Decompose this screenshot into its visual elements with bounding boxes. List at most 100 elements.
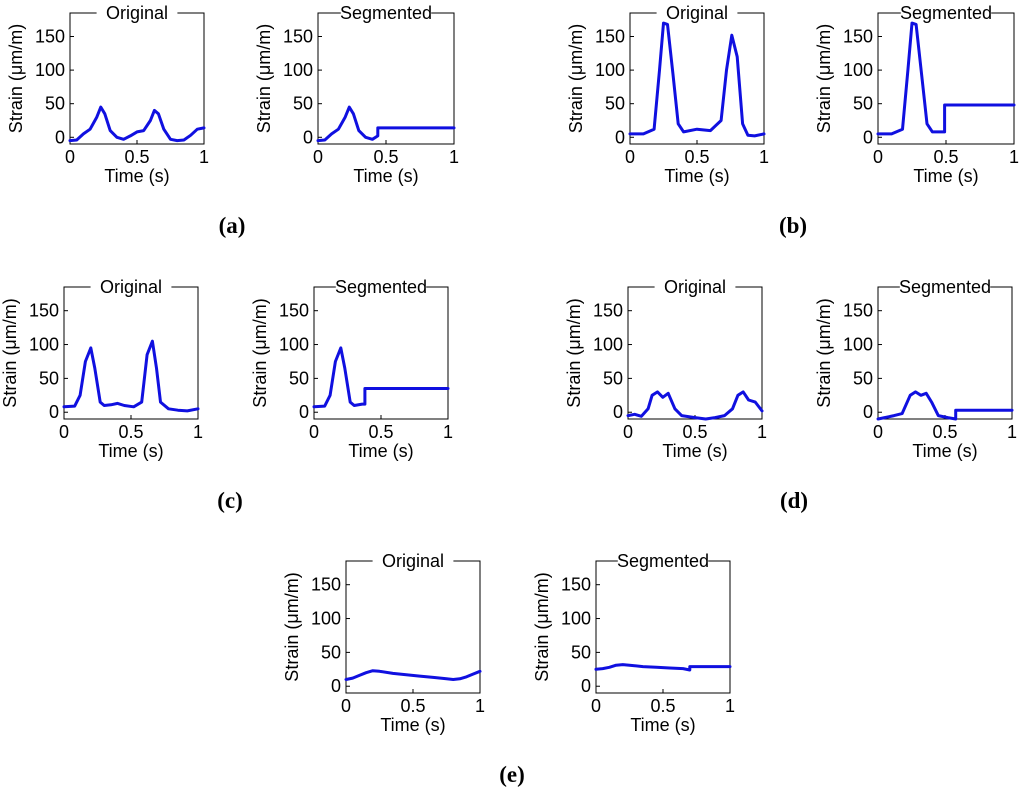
chart-a-segmented: Segmented 0 50 100 150 0 0.5 1 Time (s) Strain (μ… xyxy=(254,3,459,186)
x-tick-label: 0 xyxy=(341,696,351,716)
chart-title-backdrop xyxy=(617,559,709,563)
x-axis-label: Time (s) xyxy=(912,441,977,461)
chart-title-backdrop xyxy=(900,11,992,15)
y-tick-label: 150 xyxy=(35,27,65,47)
y-tick-label: 150 xyxy=(279,301,309,321)
y-axis-label: Strain (μm/m) xyxy=(814,298,834,407)
chart-a-original: Original 0 50 100 150 0 0.5 1 Time (s) Strain (μm… xyxy=(6,3,209,186)
chart-title-backdrop xyxy=(899,285,991,289)
chart-e-original: Original 0 50 100 150 0 0.5 1 Time (s) Strain (μm… xyxy=(282,551,485,735)
x-tick-label: 0.5 xyxy=(933,147,958,167)
y-tick-label: 50 xyxy=(853,368,873,388)
x-tick-label: 0 xyxy=(313,147,323,167)
chart-title: Original xyxy=(100,277,162,297)
chart-c-original: Original 0 50 100 150 0 0.5 1 Time (s) Strain (μm… xyxy=(0,277,203,461)
y-tick-label: 100 xyxy=(843,335,873,355)
series-line xyxy=(594,663,732,672)
x-tick-label: 1 xyxy=(449,147,459,167)
plot-frame xyxy=(63,286,199,420)
x-tick-label: 0.5 xyxy=(650,696,675,716)
panel-label-c: (c) xyxy=(217,488,243,513)
series-line xyxy=(876,21,1016,136)
series-line xyxy=(312,346,450,409)
x-tick-label: 0 xyxy=(625,147,635,167)
series-line xyxy=(628,21,766,138)
chart-title-backdrop xyxy=(656,11,738,15)
y-tick-label: 0 xyxy=(49,402,59,422)
x-tick-label: 1 xyxy=(757,422,767,442)
x-tick-label: 0 xyxy=(873,147,883,167)
chart-b-original: Original 0 50 100 150 0 0.5 1 Time (s) Strain (μm… xyxy=(566,3,769,186)
x-tick-label: 1 xyxy=(475,696,485,716)
chart-d-original: Original 0 50 100 150 0 0.5 1 Time (s) Strain (μm… xyxy=(564,277,767,461)
y-tick-label: 150 xyxy=(283,27,313,47)
series-line xyxy=(876,390,1014,421)
plot-frame xyxy=(313,286,449,420)
chart-b-segmented: Segmented 0 50 100 150 0 0.5 1 Time (s) Strain (μ… xyxy=(814,3,1019,186)
y-tick-label: 100 xyxy=(593,335,623,355)
x-axis-label: Time (s) xyxy=(380,715,445,735)
chart-title-backdrop xyxy=(372,559,454,563)
chart-title-backdrop xyxy=(654,285,736,289)
y-tick-label: 150 xyxy=(29,301,59,321)
y-tick-label: 150 xyxy=(561,575,591,595)
y-tick-label: 50 xyxy=(853,94,873,114)
chart-c-segmented: Segmented 0 50 100 150 0 0.5 1 Time (s) Strain (μ… xyxy=(250,277,453,461)
y-tick-label: 50 xyxy=(293,94,313,114)
y-tick-label: 50 xyxy=(321,642,341,662)
x-tick-label: 0.5 xyxy=(118,422,143,442)
chart-title-backdrop xyxy=(340,11,432,15)
x-axis-label: Time (s) xyxy=(353,166,418,186)
y-tick-label: 0 xyxy=(331,676,341,696)
x-tick-label: 1 xyxy=(725,696,735,716)
y-tick-label: 50 xyxy=(605,94,625,114)
x-axis-label: Time (s) xyxy=(664,166,729,186)
x-tick-label: 0 xyxy=(59,422,69,442)
y-tick-label: 0 xyxy=(863,402,873,422)
x-tick-label: 0.5 xyxy=(124,147,149,167)
x-tick-label: 0.5 xyxy=(682,422,707,442)
x-tick-label: 0.5 xyxy=(368,422,393,442)
y-tick-label: 0 xyxy=(863,127,873,147)
x-tick-label: 0.5 xyxy=(373,147,398,167)
chart-title: Segmented xyxy=(335,277,427,297)
y-tick-label: 0 xyxy=(615,127,625,147)
y-axis-label: Strain (μm/m) xyxy=(814,24,834,133)
plot-frame xyxy=(627,286,763,420)
chart-d-segmented: Segmented 0 50 100 150 0 0.5 1 Time (s) Strain (μ… xyxy=(814,277,1017,461)
x-tick-label: 1 xyxy=(759,147,769,167)
panel-label-e: (e) xyxy=(499,762,525,787)
y-tick-label: 50 xyxy=(289,368,309,388)
chart-title: Segmented xyxy=(617,551,709,571)
chart-title: Segmented xyxy=(899,277,991,297)
y-tick-label: 50 xyxy=(571,642,591,662)
series-line xyxy=(316,105,456,143)
y-tick-label: 150 xyxy=(595,27,625,47)
y-tick-label: 100 xyxy=(29,335,59,355)
x-tick-label: 1 xyxy=(1007,422,1017,442)
y-tick-label: 0 xyxy=(613,402,623,422)
chart-title: Original xyxy=(664,277,726,297)
x-tick-label: 1 xyxy=(199,147,209,167)
x-axis-label: Time (s) xyxy=(662,441,727,461)
x-axis-label: Time (s) xyxy=(98,441,163,461)
y-axis-label: Strain (μm/m) xyxy=(282,572,302,681)
y-tick-label: 150 xyxy=(593,301,623,321)
panel-label-d: (d) xyxy=(780,488,808,513)
x-tick-label: 1 xyxy=(1009,147,1019,167)
chart-title-backdrop xyxy=(96,11,178,15)
series-line xyxy=(344,669,482,681)
y-tick-label: 100 xyxy=(279,335,309,355)
plot-frame xyxy=(877,286,1013,420)
y-axis-label: Strain (μm/m) xyxy=(564,298,584,407)
y-tick-label: 100 xyxy=(595,60,625,80)
y-tick-label: 100 xyxy=(843,60,873,80)
plot-frame xyxy=(595,560,731,694)
x-tick-label: 1 xyxy=(443,422,453,442)
series-line xyxy=(62,339,200,413)
y-tick-label: 100 xyxy=(561,609,591,629)
chart-e-segmented: Segmented 0 50 100 150 0 0.5 1 Time (s) Strain (μ… xyxy=(532,551,735,735)
series-line xyxy=(68,105,206,143)
panel-label-a: (a) xyxy=(219,213,246,238)
